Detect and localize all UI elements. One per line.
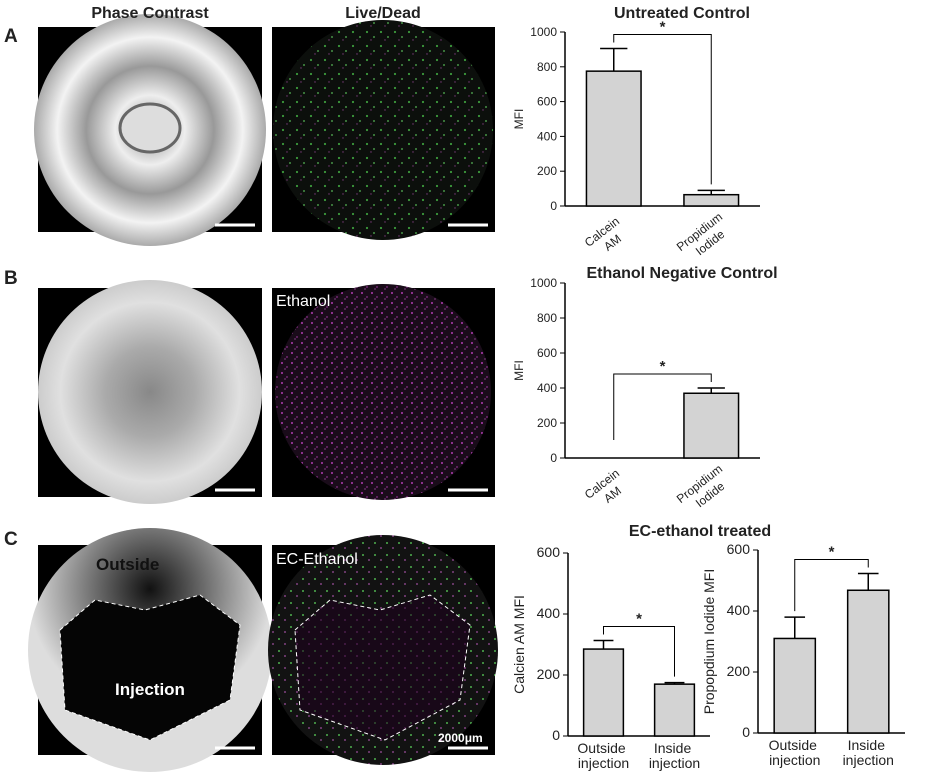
y-tick-label: 0	[742, 724, 750, 740]
injection-outline	[59, 594, 241, 741]
bar	[773, 637, 817, 734]
micrographs	[28, 14, 498, 772]
bar-chart: 0 200 400 600 Propopdium Iodide MFI Outside i…	[701, 541, 905, 768]
y-axis-label: Propopdium Iodide MFI	[701, 569, 717, 715]
y-tick-label: 800	[537, 60, 557, 74]
chart-title: Untreated Control	[614, 5, 750, 22]
significance-bracket	[613, 373, 712, 440]
y-tick-label: 1000	[530, 276, 557, 290]
bar	[582, 648, 625, 737]
bar	[846, 589, 890, 734]
significance-bracket	[794, 558, 869, 612]
y-tick-label: 200	[727, 663, 751, 679]
column-title: Phase Contrast	[91, 5, 209, 22]
x-tick-label: Propidium Iodide	[674, 208, 737, 266]
phase-image	[38, 280, 262, 504]
bar-chart: EC-ethanol treated 0 200 400 600 Calcien AM M…	[511, 523, 771, 771]
y-tick-label: 200	[537, 164, 557, 178]
y-tick-label: 1000	[530, 25, 557, 39]
y-tick-label: 200	[537, 666, 561, 682]
x-tick-label: Inside injection	[649, 740, 700, 771]
live-dead-image	[273, 20, 493, 240]
bar	[683, 193, 740, 207]
significance-bracket	[613, 34, 712, 185]
chart-title: Ethanol Negative Control	[586, 265, 777, 282]
bar	[683, 392, 740, 459]
phase-ring	[118, 102, 182, 154]
column-title: Live/Dead	[345, 5, 421, 22]
panel-label: B	[4, 268, 18, 289]
y-tick-label: 600	[537, 544, 561, 560]
panel-label: C	[4, 529, 18, 550]
significance-label: *	[660, 19, 666, 36]
significance-bracket	[603, 626, 675, 677]
image-label: EC-Ethanol	[276, 551, 358, 568]
y-tick-label: 600	[537, 95, 557, 109]
bar-chart: Untreated Control 0 200 400 600 800 1000 MFI Cal…	[512, 5, 760, 266]
panel-label: A	[4, 26, 18, 47]
y-tick-label: 0	[552, 727, 560, 743]
y-axis-label: MFI	[512, 109, 526, 130]
live-dead-image	[275, 284, 491, 500]
x-tick-label: Calcein AM	[582, 212, 634, 262]
image-label: Outside	[96, 555, 159, 574]
scale-bar-label: 2000μm	[438, 731, 483, 745]
significance-label: *	[636, 611, 642, 628]
chart-title: EC-ethanol treated	[629, 523, 771, 540]
y-tick-label: 400	[537, 129, 557, 143]
y-tick-label: 0	[550, 199, 557, 213]
x-tick-label: Outside injection	[769, 737, 821, 768]
y-tick-label: 400	[537, 605, 561, 621]
y-axis-label: Calcien AM MFI	[511, 595, 527, 694]
y-tick-label: 400	[537, 381, 557, 395]
significance-label: *	[829, 543, 835, 560]
x-tick-label: Outside injection	[577, 740, 629, 771]
y-tick-label: 0	[550, 451, 557, 465]
image-label: Ethanol	[276, 293, 330, 310]
y-tick-label: 800	[537, 311, 557, 325]
bar	[585, 70, 642, 207]
scale-bars	[215, 223, 488, 750]
y-axis-label: MFI	[512, 360, 526, 381]
x-tick-label: Calcein AM	[582, 464, 634, 514]
injection-outline	[294, 594, 471, 741]
significance-label: *	[660, 358, 666, 375]
x-tick-label: Propidium Iodide	[674, 460, 737, 518]
bar-chart: Ethanol Negative Control 0 200 400 600 800 100…	[512, 265, 778, 518]
y-tick-label: 600	[727, 541, 751, 557]
y-tick-label: 200	[537, 416, 557, 430]
y-tick-label: 400	[727, 602, 751, 618]
x-tick-label: Inside injection	[843, 737, 894, 768]
image-label: Injection	[115, 680, 185, 699]
y-tick-label: 600	[537, 346, 557, 360]
bar	[653, 683, 696, 737]
